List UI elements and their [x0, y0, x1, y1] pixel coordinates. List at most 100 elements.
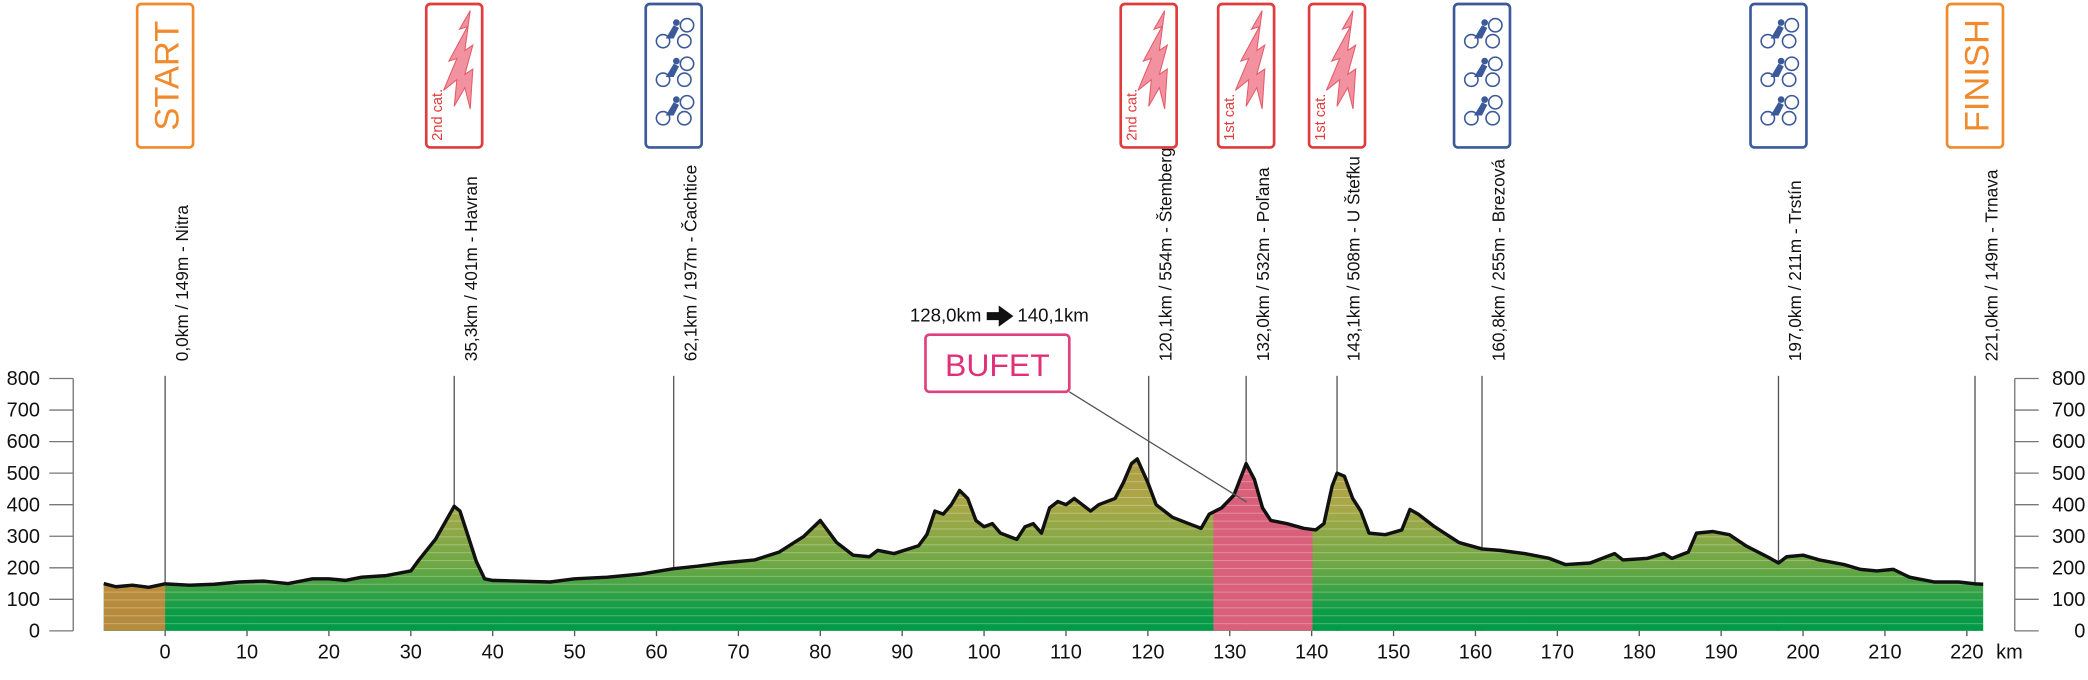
- waypoint-badge: 1st cat.: [1307, 2, 1367, 149]
- waypoint-label: 62,1km / 197m - Čachtice: [680, 165, 700, 361]
- sprint-wheel: [1760, 33, 1776, 49]
- x-tick-label: 80: [809, 642, 831, 664]
- x-tick-label: 190: [1704, 642, 1737, 664]
- sprint-wheel: [655, 72, 671, 88]
- x-tick-label: 110: [1050, 642, 1082, 664]
- sprint-wheel: [1760, 110, 1776, 126]
- waypoint-label: 0,0km / 149m - Nitra: [172, 205, 192, 362]
- feed-from: 128,0km: [910, 304, 981, 325]
- x-tick-label: 160: [1459, 642, 1492, 664]
- y-tick-label: 400: [7, 494, 40, 516]
- x-tick-label: 120: [1131, 642, 1164, 664]
- x-tick-label: 0: [160, 642, 171, 664]
- sprint-wheel: [679, 17, 695, 33]
- sprint-wheel: [1463, 33, 1479, 49]
- sprint-rider: [1474, 63, 1488, 78]
- sprint-wheel: [1487, 17, 1503, 33]
- sprint-wheel: [1463, 110, 1479, 126]
- sprint-head: [1481, 19, 1488, 26]
- badge-text: 2nd cat.: [1125, 89, 1141, 141]
- sprint-head: [1481, 57, 1488, 65]
- sprint-head: [1481, 96, 1488, 103]
- waypoint-label: 143,1km / 508m - U Štefku: [1344, 156, 1364, 361]
- y-tick-label: 300: [7, 526, 40, 548]
- waypoint-label: 197,0km / 211m - Trstín: [1785, 180, 1805, 361]
- sprint-wheel: [1485, 110, 1501, 126]
- sprint-rider: [1474, 102, 1488, 116]
- x-tick-label: 20: [318, 642, 340, 664]
- sprint-head: [1777, 57, 1785, 65]
- waypoint-badge: 2nd cat.: [1119, 2, 1178, 149]
- x-tick-label: 30: [400, 642, 422, 664]
- y-tick-label: 0: [29, 621, 40, 643]
- sprint-wheel: [679, 56, 695, 72]
- sprint-wheel: [676, 110, 692, 126]
- feed-to: 140,1km: [1017, 304, 1088, 325]
- y-tick-label-right: 500: [2052, 463, 2085, 485]
- waypoint-label: 221,0km / 149m - Trnava: [1982, 169, 2002, 361]
- climb-icon: [1325, 10, 1357, 110]
- y-tick-label: 500: [7, 463, 40, 485]
- sprint-wheel: [655, 33, 671, 49]
- x-tick-label: 40: [482, 642, 504, 664]
- climb-icon: [443, 10, 474, 110]
- y-tick-label-right: 400: [2052, 494, 2085, 516]
- badge-text: FINISH: [1958, 19, 1996, 132]
- y-tick-label-right: 600: [2052, 431, 2085, 453]
- y-tick-label: 100: [7, 589, 40, 611]
- x-tick-label: 150: [1377, 642, 1410, 664]
- sprint-rider: [1770, 102, 1784, 116]
- x-tick-label: 130: [1213, 642, 1246, 664]
- feed-box: [924, 333, 1071, 394]
- sprint-wheel: [679, 94, 695, 110]
- sprint-rider: [1770, 25, 1784, 39]
- waypoint-label: 35,3km / 401m - Havran: [461, 176, 481, 361]
- sprint-wheel: [1781, 110, 1797, 126]
- y-tick-label-right: 200: [2052, 557, 2085, 579]
- y-tick-label-right: 700: [2052, 400, 2085, 422]
- sprint-rider: [665, 102, 680, 116]
- sprint-wheel: [1784, 94, 1800, 110]
- badge-text: 1st cat.: [1313, 94, 1329, 141]
- x-tick-label: 70: [727, 642, 749, 664]
- x-tick-label: 10: [236, 642, 258, 664]
- badge-text: START: [148, 21, 186, 131]
- x-tick-label: 170: [1541, 642, 1574, 664]
- y-tick-label-right: 100: [2052, 589, 2085, 611]
- sprint-wheel: [676, 72, 692, 88]
- climb-icon: [1137, 10, 1169, 110]
- waypoint-badge: [1452, 2, 1512, 149]
- y-tick-label: 800: [7, 368, 40, 390]
- waypoint-label: 132,0km / 532m - Poľana: [1253, 167, 1273, 361]
- x-axis-label: km: [1996, 642, 2023, 664]
- x-tick-label: 220: [1950, 642, 1983, 664]
- sprint-head: [673, 19, 680, 26]
- sprint-wheel: [1487, 94, 1503, 110]
- climb-icon: [1234, 10, 1266, 110]
- sprint-wheel: [1463, 72, 1479, 88]
- badge-frame: [1945, 2, 2005, 149]
- y-tick-label-right: 0: [2074, 621, 2085, 643]
- y-tick-label: 700: [7, 400, 40, 422]
- x-tick-label: 180: [1623, 642, 1656, 664]
- sprint-rider: [665, 25, 680, 39]
- waypoint-badge: [644, 2, 703, 149]
- waypoint-badge: 1st cat.: [1216, 2, 1276, 149]
- waypoint-label: 120,1km / 554m - Štemberg: [1155, 148, 1175, 362]
- sprint-wheel: [1760, 72, 1776, 88]
- x-tick-label: 200: [1786, 642, 1819, 664]
- sprint-head: [673, 57, 680, 65]
- sprint-wheel: [676, 33, 692, 49]
- y-tick-label: 600: [7, 431, 40, 453]
- sprint-wheel: [1485, 33, 1501, 49]
- waypoint-label: 160,8km / 255m - Brezová: [1489, 159, 1509, 362]
- sprint-wheel: [1781, 33, 1797, 49]
- x-tick-label: 210: [1868, 642, 1901, 664]
- y-tick-label-right: 300: [2052, 526, 2085, 548]
- stripes: [103, 459, 1984, 631]
- x-tick-label: 140: [1295, 642, 1328, 664]
- x-tick-label: 60: [645, 642, 667, 664]
- waypoint-badge: FINISH: [1945, 2, 2005, 149]
